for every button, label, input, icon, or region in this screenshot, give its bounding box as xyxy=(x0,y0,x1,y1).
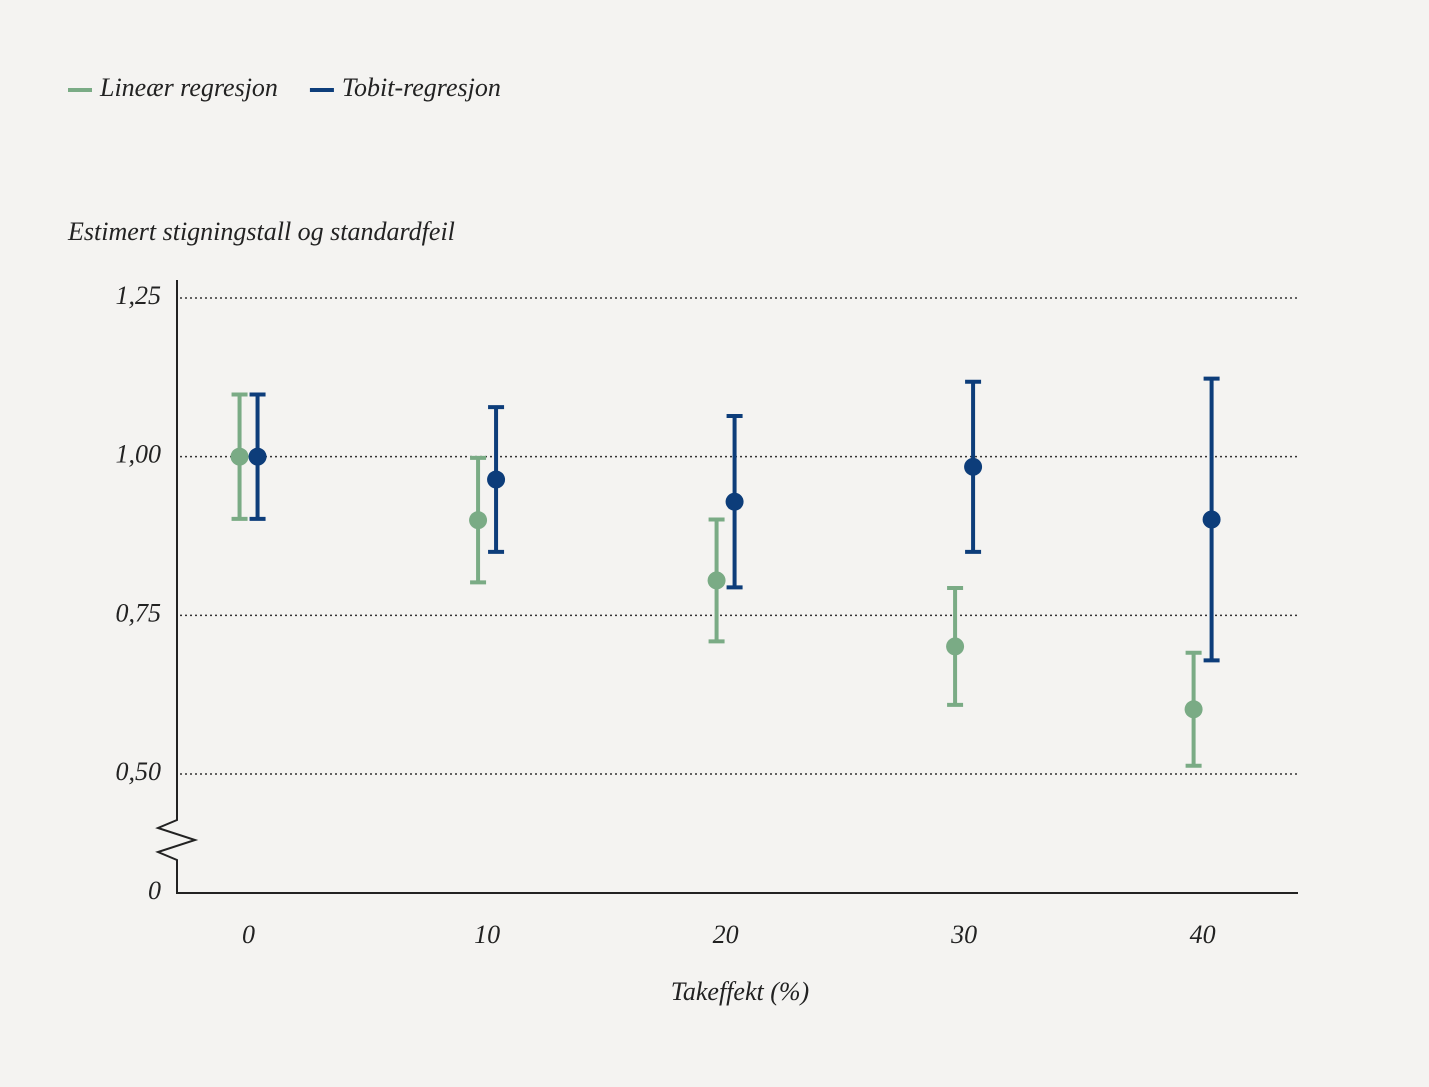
point xyxy=(487,470,506,489)
legend-label: Lineær regresjon xyxy=(99,73,278,102)
point xyxy=(248,447,267,466)
x-tick-label: 0 xyxy=(242,920,255,949)
x-tick-label: 30 xyxy=(950,920,977,949)
point xyxy=(964,457,983,476)
y-tick-label: 0,50 xyxy=(116,757,162,786)
y-tick-label: 1,25 xyxy=(116,281,162,310)
point xyxy=(1202,510,1221,529)
y-tick-label: 0,75 xyxy=(116,598,162,627)
point xyxy=(1184,700,1203,719)
point xyxy=(946,637,965,656)
point xyxy=(230,447,249,466)
x-axis-label: Takeffekt (%) xyxy=(671,977,809,1006)
point xyxy=(469,511,488,530)
point xyxy=(725,492,744,511)
x-tick-label: 40 xyxy=(1190,920,1216,949)
legend-label: Tobit-regresjon xyxy=(342,73,501,102)
y-tick-label: 1,00 xyxy=(116,440,162,469)
point xyxy=(707,571,726,590)
y-tick-label: 0 xyxy=(148,876,161,905)
x-tick-label: 20 xyxy=(713,920,739,949)
y-axis-label: Estimert stigningstall og standardfeil xyxy=(67,217,455,246)
x-tick-label: 10 xyxy=(474,920,500,949)
axes xyxy=(155,280,1298,894)
